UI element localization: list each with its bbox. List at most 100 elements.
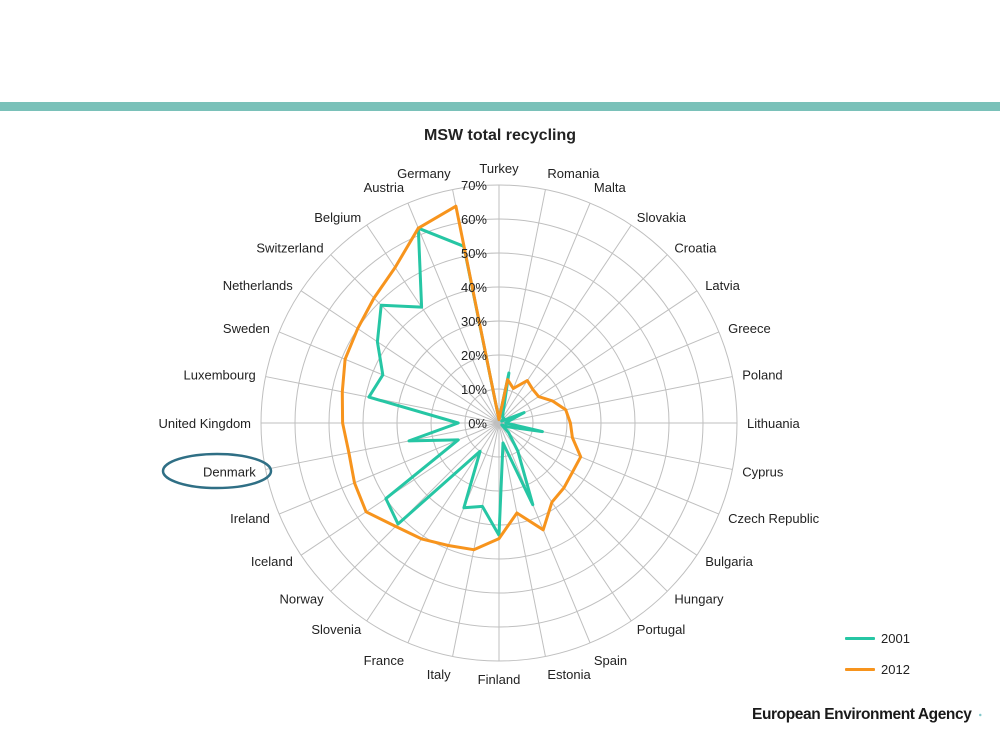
point-2001-switzerland	[380, 304, 383, 307]
r-tick-label-0: 0%	[468, 416, 487, 431]
r-tick-label-3: 30%	[461, 314, 487, 329]
point-2012-poland	[564, 408, 567, 411]
eea-logo: European Environment Agency	[752, 690, 982, 740]
grid-spoke-poland	[498, 376, 733, 424]
grid-spoke-latvia	[498, 290, 698, 424]
legend-item-2012: 2012	[845, 659, 965, 679]
point-2012-denmark	[347, 451, 351, 454]
point-2001-bulgaria	[500, 423, 503, 427]
grid-spoke-greece	[498, 331, 720, 424]
r-tick-label-4: 40%	[461, 280, 487, 295]
point-2001-norway	[396, 522, 400, 526]
eea-core	[980, 714, 982, 716]
point-2012-finland	[497, 537, 501, 540]
grid-spoke-iceland	[300, 422, 500, 556]
legend-item-2001: 2001	[845, 628, 965, 648]
point-2012-turkey	[497, 418, 501, 421]
point-2001-denmark	[407, 439, 411, 443]
grid-spoke-croatia	[498, 254, 668, 424]
point-2012-czech-republic	[579, 455, 582, 458]
category-label-slovenia: Slovenia	[311, 622, 362, 637]
point-2001-united-kingdom	[457, 421, 460, 425]
point-2001-latvia	[500, 419, 503, 423]
point-2001-hungary	[507, 431, 510, 434]
legend-label-2001: 2001	[881, 630, 910, 646]
legend-swatch-2001	[845, 636, 875, 640]
category-label-belgium: Belgium	[314, 210, 361, 225]
category-label-poland: Poland	[742, 368, 782, 383]
category-label-latvia: Latvia	[705, 278, 740, 293]
point-2001-france	[462, 506, 466, 509]
eea-logo-text: European Environment Agency	[752, 706, 972, 723]
grid-spoke-switzerland	[330, 254, 500, 424]
header-band	[0, 102, 1000, 111]
category-label-slovakia: Slovakia	[637, 210, 687, 225]
grid-spoke-sweden	[278, 331, 500, 424]
category-label-norway: Norway	[280, 591, 325, 606]
legend: 2001 2012	[845, 628, 965, 690]
category-label-hungary: Hungary	[674, 591, 724, 606]
point-2012-austria	[417, 227, 420, 230]
legend-swatch-2012	[845, 667, 875, 671]
point-2012-bulgaria	[571, 470, 574, 474]
category-label-netherlands: Netherlands	[223, 278, 294, 293]
grid-spoke-spain	[498, 422, 591, 644]
grid-spoke-malta	[498, 202, 591, 424]
category-label-spain: Spain	[594, 653, 627, 668]
point-2012-ireland	[353, 481, 356, 485]
category-label-portugal: Portugal	[637, 622, 686, 637]
category-label-romania: Romania	[547, 166, 600, 181]
grid-spoke-ireland	[278, 422, 500, 515]
point-2001-cyprus	[541, 430, 544, 433]
point-2012-spain	[542, 528, 545, 531]
point-2012-portugal	[550, 501, 554, 504]
point-2012-croatia	[531, 388, 534, 391]
point-2001-romania	[507, 371, 511, 375]
category-label-luxembourg: Luxembourg	[184, 368, 256, 383]
point-2012-latvia	[537, 395, 540, 398]
grid-spoke-hungary	[498, 422, 668, 592]
category-label-italy: Italy	[427, 667, 451, 682]
point-2001-malta	[501, 412, 505, 415]
r-tick-label-1: 10%	[461, 382, 487, 397]
grid-spoke-netherlands	[300, 290, 500, 424]
point-2012-germany	[454, 205, 458, 208]
grid-spoke-belgium	[366, 224, 500, 424]
grid-spoke-estonia	[498, 422, 546, 657]
point-2012-romania	[506, 378, 509, 381]
radar-series	[340, 204, 583, 552]
r-tick-label-5: 50%	[461, 246, 487, 261]
point-2012-italy	[472, 548, 475, 551]
category-label-ireland: Ireland	[230, 511, 270, 526]
point-2012-switzerland	[372, 296, 376, 300]
category-label-finland: Finland	[478, 672, 521, 687]
r-tick-label-6: 60%	[461, 212, 487, 227]
point-2012-norway	[394, 525, 397, 528]
point-2012-slovakia	[526, 379, 529, 382]
point-2012-malta	[512, 387, 515, 390]
point-2001-sweden	[381, 373, 384, 377]
point-2001-belgium	[420, 305, 423, 309]
category-label-greece: Greece	[728, 321, 771, 336]
point-2001-luxembourg	[367, 395, 371, 399]
category-label-turkey: Turkey	[479, 161, 519, 176]
grid-spoke-portugal	[498, 422, 632, 622]
category-label-czech-republic: Czech Republic	[728, 511, 820, 526]
eea-sun-icon	[979, 713, 982, 717]
point-2012-iceland	[364, 510, 368, 513]
point-2012-slovenia	[420, 537, 423, 541]
category-label-iceland: Iceland	[251, 554, 293, 569]
grid-spoke-slovakia	[498, 224, 632, 424]
point-2001-greece	[522, 411, 526, 414]
category-label-lithuania: Lithuania	[747, 416, 801, 431]
radial-tick-labels: 0% 10% 20% 30% 40% 50% 60% 70%	[461, 178, 487, 431]
point-2012-united-kingdom	[341, 421, 344, 425]
grid-spoke-france	[407, 422, 500, 644]
point-2012-belgium	[393, 266, 397, 269]
point-2012-luxembourg	[341, 390, 344, 393]
radar-grid	[260, 184, 738, 662]
legend-label-2012: 2012	[881, 661, 910, 677]
category-label-estonia: Estonia	[547, 667, 591, 682]
